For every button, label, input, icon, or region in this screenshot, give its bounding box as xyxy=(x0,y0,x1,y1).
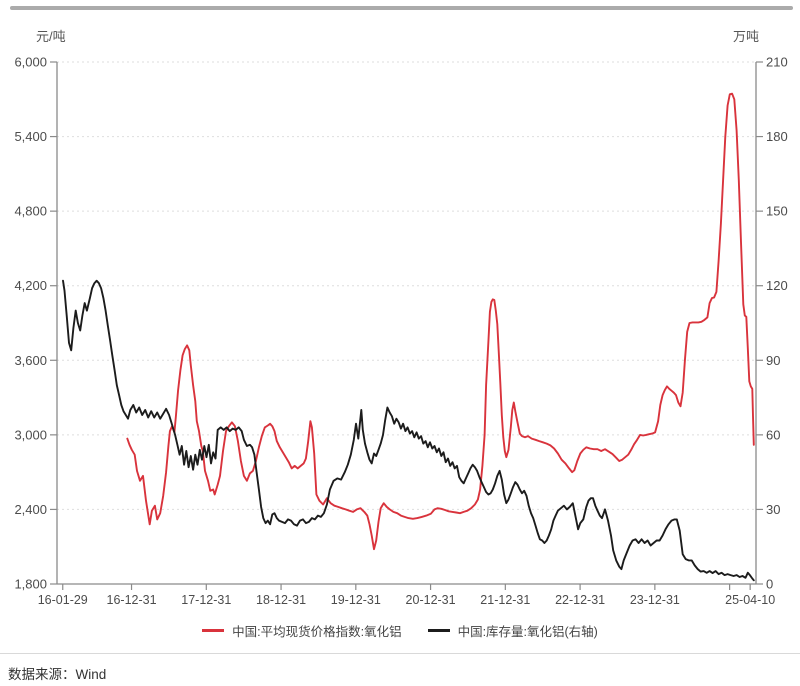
right-axis-tick-label: 60 xyxy=(766,427,780,442)
price-series-swatch-icon xyxy=(202,629,225,632)
x-axis-tick-label: 20-12-31 xyxy=(406,593,456,607)
right-axis-tick-label: 150 xyxy=(766,204,788,219)
right-axis-tick-label: 210 xyxy=(766,55,788,70)
x-axis-tick-label: 16-01-29 xyxy=(38,593,88,607)
right-axis-tick-label: 180 xyxy=(766,129,788,144)
tick-labels: 6,000 5,400 4,800 4,200 3,600 3,000 2,400 1,800… xyxy=(14,55,787,608)
right-axis-tick-label: 30 xyxy=(766,502,780,517)
left-axis-unit-label: 元/吨 xyxy=(36,29,66,44)
price-series-label: 中国:平均现货价格指数:氧化铝 xyxy=(232,625,402,639)
left-axis-tick-label: 2,400 xyxy=(14,502,47,517)
x-axis-tick-label: 23-12-31 xyxy=(630,593,680,607)
data-source-note: 数据来源：Wind xyxy=(8,667,107,682)
left-axis-tick-label: 3,000 xyxy=(14,427,47,442)
x-axis-tick-label: 25-04-10 xyxy=(725,593,775,607)
right-axis-tick-label: 120 xyxy=(766,278,788,293)
legend-item-inventory: 中国:库存量:氧化铝(右轴) xyxy=(427,621,598,640)
left-axis-tick-label: 4,200 xyxy=(14,278,47,293)
x-axis-tick-label: 17-12-31 xyxy=(181,593,231,607)
right-axis-tick-label: 0 xyxy=(766,577,773,592)
axes xyxy=(50,61,763,590)
series-line-1 xyxy=(62,279,755,582)
left-axis-tick-label: 6,000 xyxy=(14,55,47,70)
dual-axis-line-chart: 6,000 5,400 4,800 4,200 3,600 3,000 2,400 1,800… xyxy=(14,55,787,608)
x-axis-tick-label: 21-12-31 xyxy=(480,593,530,607)
legend-item-price: 中国:平均现货价格指数:氧化铝 xyxy=(202,621,402,640)
left-axis-tick-label: 1,800 xyxy=(14,577,47,592)
x-axis-tick-label: 18-12-31 xyxy=(256,593,306,607)
top-divider-bar xyxy=(10,6,793,10)
right-axis-tick-label: 90 xyxy=(766,353,780,368)
inventory-series-label: 中国:库存量:氧化铝(右轴) xyxy=(457,625,598,639)
series-line-0 xyxy=(126,92,755,551)
bottom-divider xyxy=(0,653,800,654)
chart-legend: 中国:平均现货价格指数:氧化铝 中国:库存量:氧化铝(右轴) xyxy=(0,621,800,640)
left-axis-tick-label: 5,400 xyxy=(14,129,47,144)
series-lines xyxy=(62,92,755,582)
x-axis-tick-label: 16-12-31 xyxy=(107,593,157,607)
gridlines xyxy=(57,61,756,510)
inventory-series-swatch-icon xyxy=(427,629,450,632)
x-axis-tick-label: 22-12-31 xyxy=(555,593,605,607)
right-axis-unit-label: 万吨 xyxy=(733,29,760,44)
left-axis-tick-label: 3,600 xyxy=(14,353,47,368)
left-axis-tick-label: 4,800 xyxy=(14,204,47,219)
x-axis-tick-label: 19-12-31 xyxy=(331,593,381,607)
